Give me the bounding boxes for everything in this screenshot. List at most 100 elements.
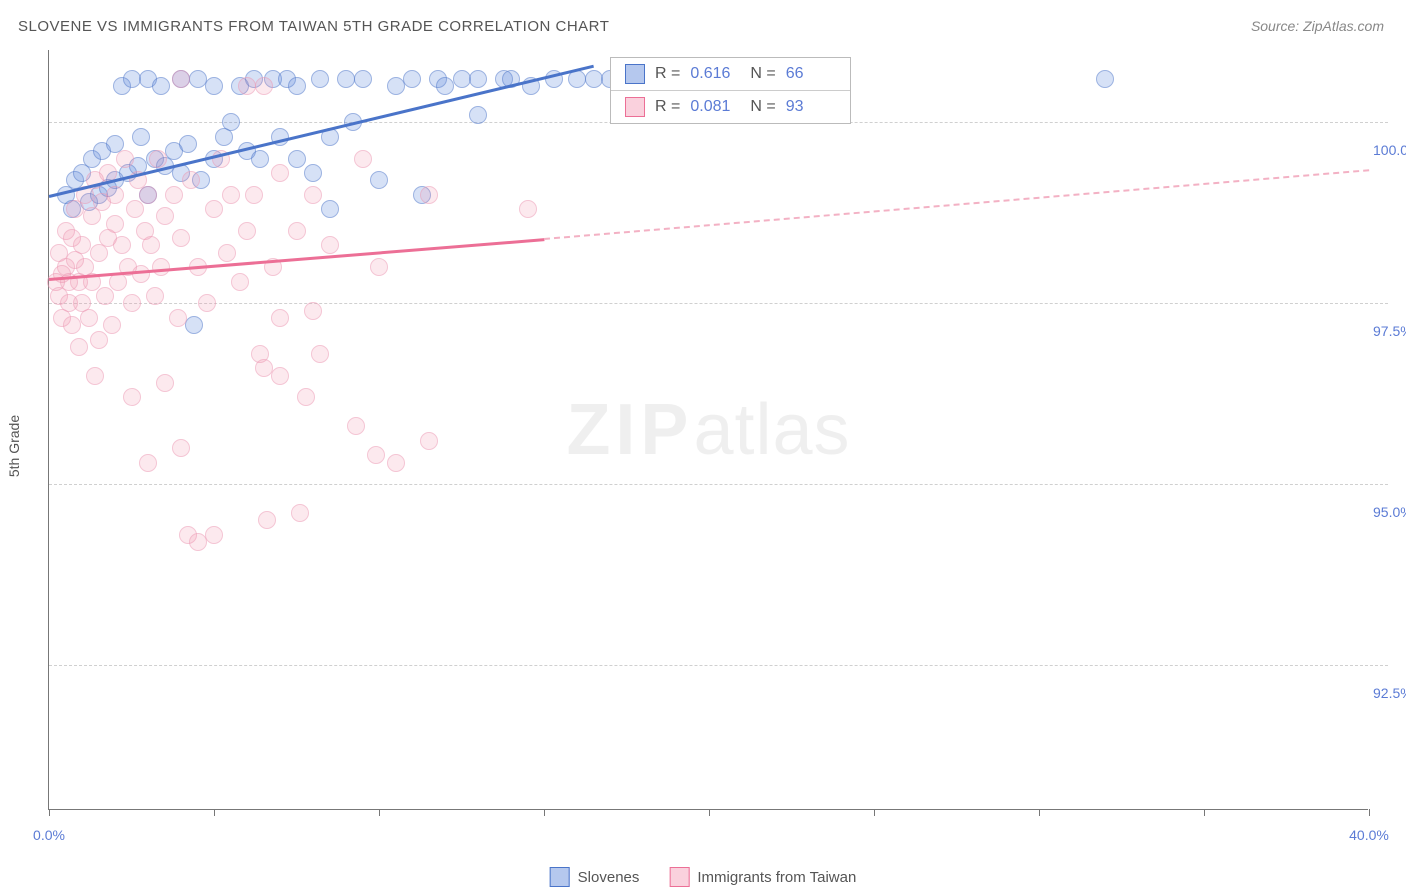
data-point	[585, 70, 603, 88]
stat-r-label: R =	[655, 65, 680, 83]
data-point	[116, 150, 134, 168]
plot-area: ZIPatlas 92.5%95.0%97.5%100.0%0.0%40.0%R…	[48, 50, 1368, 810]
gridline-h	[49, 665, 1388, 666]
data-point	[469, 70, 487, 88]
data-point	[304, 302, 322, 320]
data-point	[1096, 70, 1114, 88]
data-point	[354, 70, 372, 88]
data-point	[106, 215, 124, 233]
data-point	[126, 200, 144, 218]
data-point	[86, 367, 104, 385]
data-point	[297, 388, 315, 406]
data-point	[337, 70, 355, 88]
data-point	[198, 294, 216, 312]
data-point	[205, 200, 223, 218]
stat-n-value: 66	[786, 65, 836, 83]
data-point	[156, 207, 174, 225]
xtick	[544, 809, 545, 816]
data-point	[321, 200, 339, 218]
data-point	[123, 294, 141, 312]
data-point	[311, 345, 329, 363]
data-point	[271, 164, 289, 182]
data-point	[436, 77, 454, 95]
data-point	[271, 367, 289, 385]
data-point	[139, 186, 157, 204]
data-point	[172, 70, 190, 88]
data-point	[63, 316, 81, 334]
data-point	[321, 236, 339, 254]
data-point	[370, 171, 388, 189]
xtick	[214, 809, 215, 816]
data-point	[469, 106, 487, 124]
data-point	[149, 150, 167, 168]
data-point	[255, 77, 273, 95]
legend-item-taiwan: Immigrants from Taiwan	[669, 867, 856, 887]
data-point	[258, 511, 276, 529]
xtick	[1039, 809, 1040, 816]
stat-r-label: R =	[655, 98, 680, 116]
watermark: ZIPatlas	[566, 389, 850, 471]
xtick-label: 40.0%	[1349, 827, 1389, 843]
ytick-label: 100.0%	[1373, 142, 1406, 158]
gridline-h	[49, 484, 1388, 485]
data-point	[218, 244, 236, 262]
data-point	[403, 70, 421, 88]
data-point	[420, 186, 438, 204]
data-point	[189, 70, 207, 88]
xtick	[379, 809, 380, 816]
trend-line	[544, 169, 1369, 240]
ytick-label: 95.0%	[1373, 504, 1406, 520]
data-point	[205, 526, 223, 544]
data-point	[169, 309, 187, 327]
data-point	[165, 186, 183, 204]
data-point	[288, 77, 306, 95]
data-point	[113, 236, 131, 254]
data-point	[96, 287, 114, 305]
data-point	[222, 186, 240, 204]
swatch-blue-icon	[550, 867, 570, 887]
data-point	[132, 128, 150, 146]
data-point	[387, 454, 405, 472]
data-point	[185, 316, 203, 334]
ytick-label: 97.5%	[1373, 323, 1406, 339]
swatch-pink-icon	[669, 867, 689, 887]
swatch-blue-icon	[625, 64, 645, 84]
data-point	[156, 374, 174, 392]
stat-r-value: 0.081	[690, 98, 740, 116]
data-point	[453, 70, 471, 88]
data-point	[288, 222, 306, 240]
swatch-pink-icon	[625, 97, 645, 117]
data-point	[288, 150, 306, 168]
xtick	[709, 809, 710, 816]
data-point	[255, 359, 273, 377]
xtick	[49, 809, 50, 816]
source-attribution: Source: ZipAtlas.com	[1251, 18, 1384, 34]
data-point	[245, 186, 263, 204]
data-point	[222, 113, 240, 131]
stat-n-label: N =	[750, 65, 775, 83]
data-point	[152, 77, 170, 95]
data-point	[179, 135, 197, 153]
data-point	[189, 533, 207, 551]
chart-title: SLOVENE VS IMMIGRANTS FROM TAIWAN 5TH GR…	[18, 18, 609, 35]
data-point	[304, 186, 322, 204]
chart-container: SLOVENE VS IMMIGRANTS FROM TAIWAN 5TH GR…	[0, 0, 1406, 892]
data-point	[172, 439, 190, 457]
data-point	[291, 504, 309, 522]
legend-label: Slovenes	[578, 869, 640, 886]
data-point	[271, 309, 289, 327]
data-point	[354, 150, 372, 168]
data-point	[347, 417, 365, 435]
data-point	[90, 331, 108, 349]
xtick	[1369, 809, 1370, 816]
data-point	[251, 150, 269, 168]
data-point	[205, 77, 223, 95]
data-point	[152, 258, 170, 276]
ytick-label: 92.5%	[1373, 685, 1406, 701]
data-point	[146, 287, 164, 305]
data-point	[182, 171, 200, 189]
data-point	[370, 258, 388, 276]
stats-box: R =0.616N =66R =0.081N =93	[610, 57, 851, 124]
xtick	[874, 809, 875, 816]
data-point	[238, 222, 256, 240]
